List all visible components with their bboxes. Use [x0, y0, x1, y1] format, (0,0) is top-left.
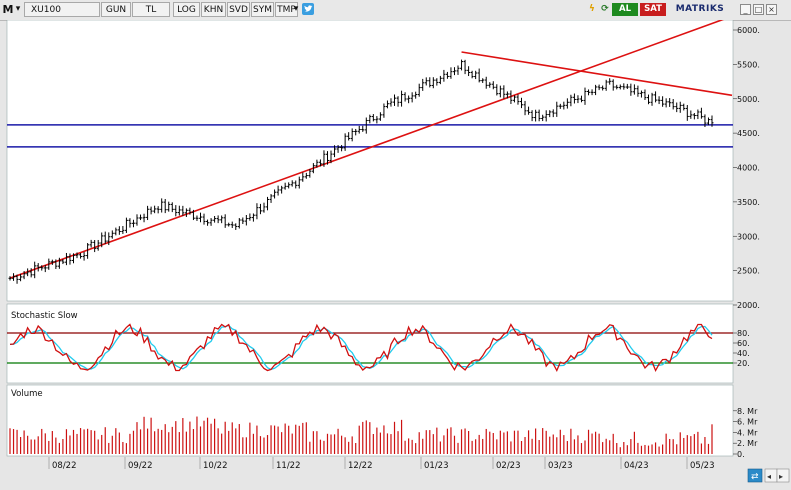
- date-tick-label: 12/22: [348, 461, 373, 471]
- close-icon[interactable]: ×: [766, 4, 777, 15]
- buy-button[interactable]: AL: [612, 3, 638, 16]
- price-tick-label: 5000.: [737, 95, 760, 104]
- trendline-1: [9, 20, 725, 279]
- stoch-tick-label: 20.: [737, 359, 750, 368]
- currency-button[interactable]: TL: [132, 2, 170, 17]
- maximize-icon[interactable]: □: [753, 4, 764, 15]
- more-dropdown-icon[interactable]: ▾: [293, 4, 299, 14]
- date-tick-label: 10/22: [203, 461, 228, 471]
- twitter-icon[interactable]: [301, 2, 315, 17]
- minimize-icon[interactable]: _: [740, 4, 751, 15]
- refresh-icon[interactable]: ⟳: [601, 4, 609, 14]
- price-tick-label: 2500.: [737, 267, 760, 276]
- date-tick-label: 02/23: [496, 461, 521, 471]
- khn-button[interactable]: KHN: [201, 2, 226, 17]
- date-tick-label: 08/22: [52, 461, 77, 471]
- svg-text:◂: ◂: [767, 472, 771, 481]
- stochastic-series: [7, 323, 733, 373]
- dropdown-icon[interactable]: ▾: [15, 4, 21, 14]
- stoch-tick-label: 80.: [737, 329, 750, 338]
- axes: 6000. 5500. 5000. 4500. 4000. 3500. 3000. 2500.…: [48, 26, 760, 471]
- log-button[interactable]: LOG: [173, 2, 200, 17]
- tmp-button[interactable]: TMP: [275, 2, 298, 17]
- volume-series: [9, 416, 713, 454]
- date-tick-label: 05/23: [690, 461, 715, 471]
- stoch-d-line: [9, 324, 713, 371]
- period-button[interactable]: GUN: [101, 2, 131, 17]
- sell-button[interactable]: SAT: [640, 3, 666, 16]
- stochastic-panel: [6, 303, 734, 384]
- volume-tick-label: 0.: [737, 450, 745, 459]
- stoch-k-line: [9, 323, 713, 373]
- price-tick-label: 2000.: [737, 301, 760, 310]
- date-tick-label: 01/23: [424, 461, 449, 471]
- price-tick-label: 6000.: [737, 26, 760, 35]
- stoch-tick-label: 40.: [737, 349, 750, 358]
- matriks-logo: M: [2, 3, 14, 16]
- svd-button[interactable]: SVD: [227, 2, 250, 17]
- sync-icon[interactable]: [747, 468, 763, 483]
- price-tick-label: 5500.: [737, 60, 760, 69]
- date-tick-label: 03/23: [548, 461, 573, 471]
- chart-area: Stochastic Slow Volume 6000. 5500. 5000. 45…: [6, 20, 790, 483]
- flash-icon[interactable]: ϟ: [589, 4, 595, 14]
- scroll-right-icon[interactable]: [776, 468, 790, 483]
- price-tick-label: 4000.: [737, 164, 760, 173]
- svg-text:⇄: ⇄: [751, 472, 759, 482]
- date-tick-label: 11/22: [276, 461, 301, 471]
- volume-tick-label: 6. Mr: [737, 418, 758, 427]
- brand-label: MATRIKS: [675, 4, 725, 14]
- date-tick-label: 04/23: [624, 461, 649, 471]
- stoch-tick-label: 60.: [737, 339, 750, 348]
- volume-title: Volume: [11, 389, 43, 399]
- sym-button[interactable]: SYM: [251, 2, 274, 17]
- volume-tick-label: 4. Mr: [737, 428, 758, 437]
- price-tick-label: 4500.: [737, 129, 760, 138]
- price-panel: [6, 20, 734, 302]
- volume-tick-label: 8. Mr: [737, 407, 758, 416]
- date-tick-label: 09/22: [128, 461, 153, 471]
- price-series: [7, 20, 733, 284]
- stochastic-title: Stochastic Slow: [11, 311, 78, 321]
- svg-text:▸: ▸: [779, 472, 783, 481]
- symbol-field[interactable]: XU100: [24, 2, 100, 17]
- price-tick-label: 3000.: [737, 232, 760, 241]
- price-tick-label: 3500.: [737, 198, 760, 207]
- toolbar: M ▾ XU100 GUN TL LOG KHN SVD SYM TMP ▾ ϟ…: [0, 0, 791, 21]
- volume-tick-label: 2. Mr: [737, 439, 758, 448]
- trendline-2: [461, 51, 733, 97]
- bottom-toolbar: ⇄ ◂ ▸: [747, 468, 790, 483]
